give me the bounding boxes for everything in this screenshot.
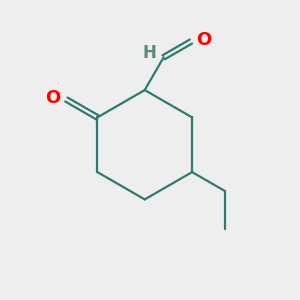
Text: O: O <box>196 32 212 50</box>
Text: H: H <box>142 44 156 62</box>
Text: O: O <box>45 89 60 107</box>
